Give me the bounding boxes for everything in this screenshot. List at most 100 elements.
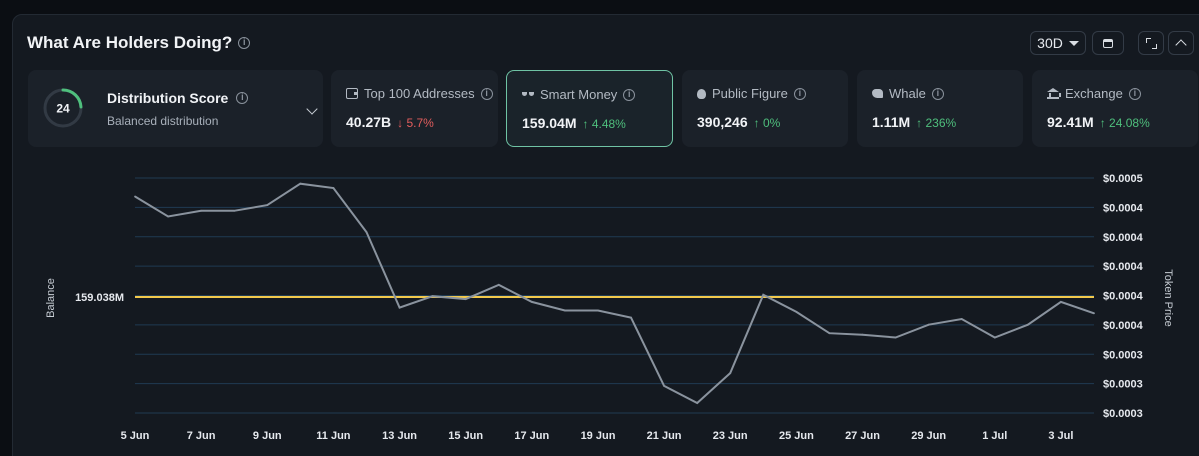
x-axis-ticks: 5 Jun 7 Jun 9 Jun 11 Jun 13 Jun 15 Jun 17 Jun 1… (121, 430, 1074, 442)
category-label: Smart Money (522, 87, 636, 102)
category-value: 92.41M ↑ 24.08% (1047, 114, 1150, 130)
info-icon[interactable] (793, 87, 806, 100)
info-icon[interactable] (480, 87, 493, 100)
distribution-score-card[interactable]: 24 Distribution Score Balanced distribut… (28, 70, 323, 147)
info-icon[interactable] (238, 37, 251, 49)
data-point (960, 318, 963, 320)
category-label-text: Public Figure (712, 86, 788, 101)
fullscreen-button[interactable] (1138, 31, 1164, 55)
time-range-select[interactable]: 30D (1030, 31, 1086, 55)
right-tick-label: $0.0004 (1103, 291, 1144, 303)
category-value-text: 40.27B (346, 114, 392, 130)
x-tick-label: 29 Jun (911, 430, 946, 442)
info-icon[interactable] (236, 92, 249, 104)
left-axis-label: Balance (45, 278, 57, 318)
data-point (729, 372, 732, 374)
right-axis-label: Token Price (1162, 269, 1174, 326)
data-point (299, 182, 302, 185)
data-point (696, 402, 699, 404)
data-point (530, 301, 533, 303)
right-tick-label: $0.0004 (1103, 232, 1144, 244)
data-point (795, 311, 798, 313)
x-tick-label: 1 Jul (982, 430, 1007, 442)
data-point (464, 298, 467, 300)
chart-grid (135, 177, 1094, 414)
change-indicator: ↑ 0% (753, 116, 781, 130)
category-label: Top 100 Addresses (346, 86, 493, 101)
category-value-text: 390,246 (697, 114, 748, 130)
distribution-title-text: Distribution Score (107, 90, 229, 106)
change-text: 24.08% (1109, 116, 1150, 130)
info-icon[interactable] (1128, 87, 1141, 100)
category-label-text: Top 100 Addresses (364, 86, 475, 101)
data-point (828, 332, 831, 335)
change-text: 4.48% (591, 117, 626, 131)
category-label: Exchange (1047, 86, 1141, 101)
score-ring-progress (43, 88, 83, 128)
data-point (663, 385, 665, 387)
category-value: 159.04M ↑ 4.48% (522, 115, 626, 131)
data-point (993, 336, 996, 339)
category-card-exchange[interactable]: Exchange 92.41M ↑ 24.08% (1032, 70, 1198, 147)
x-tick-label: 9 Jun (253, 430, 282, 442)
data-point (1060, 301, 1062, 303)
x-tick-label: 15 Jun (448, 430, 483, 442)
data-point (861, 333, 864, 336)
data-point (398, 306, 401, 309)
category-value-text: 92.41M (1047, 114, 1094, 130)
data-point (497, 283, 500, 286)
x-tick-label: 3 Jul (1048, 430, 1073, 442)
x-tick-label: 7 Jun (187, 430, 216, 442)
data-point (266, 204, 269, 207)
x-tick-label: 17 Jun (514, 430, 549, 442)
whale-icon (872, 89, 883, 98)
distribution-subtitle: Balanced distribution (107, 114, 219, 128)
category-card-public-figure[interactable]: Public Figure 390,246 ↑ 0% (682, 70, 848, 147)
category-label-text: Smart Money (540, 87, 618, 102)
right-tick-label: $0.0004 (1103, 320, 1144, 332)
info-icon[interactable] (623, 88, 636, 101)
category-label: Public Figure (697, 86, 806, 101)
x-tick-label: 19 Jun (581, 430, 616, 442)
score-value: 24 (56, 102, 70, 116)
data-point (134, 195, 136, 198)
category-value-text: 1.11M (872, 114, 911, 130)
x-tick-label: 5 Jun (121, 430, 150, 442)
x-tick-label: 11 Jun (316, 430, 351, 442)
data-point (597, 309, 599, 312)
holders-panel: What Are Holders Doing? 30D 24 Distribut… (12, 14, 1199, 456)
change-indicator: ↑ 236% (916, 116, 957, 130)
distribution-title: Distribution Score (107, 90, 249, 106)
x-tick-label: 25 Jun (779, 430, 814, 442)
panel-title-text: What Are Holders Doing? (27, 33, 233, 52)
expand-icon (1145, 37, 1157, 49)
collapse-button[interactable] (1168, 31, 1194, 55)
info-icon[interactable] (931, 87, 944, 100)
data-point (564, 309, 566, 312)
x-tick-label: 21 Jun (647, 430, 682, 442)
category-label-text: Whale (889, 86, 926, 101)
category-card-smart-money[interactable]: Smart Money 159.04M ↑ 4.48% (506, 70, 673, 147)
wallet-icon (346, 88, 358, 99)
caret-down-icon (1068, 40, 1079, 46)
change-indicator: ↑ 4.48% (582, 117, 626, 131)
x-tick-label: 23 Jun (713, 430, 748, 442)
data-point (200, 209, 203, 212)
category-card-top100[interactable]: Top 100 Addresses 40.27B ↓ 5.7% (331, 70, 498, 147)
category-value: 1.11M ↑ 236% (872, 114, 956, 130)
category-card-whale[interactable]: Whale 1.11M ↑ 236% (857, 70, 1023, 147)
data-point (332, 187, 335, 189)
right-tick-label: $0.0003 (1103, 408, 1143, 420)
glasses-icon (522, 89, 534, 100)
data-point (630, 316, 632, 319)
time-range-value: 30D (1037, 35, 1063, 51)
change-indicator: ↑ 24.08% (1099, 116, 1150, 130)
x-tick-label: 27 Jun (845, 430, 880, 442)
bank-icon (1047, 88, 1061, 99)
data-point (167, 215, 170, 218)
right-tick-label: $0.0004 (1103, 202, 1144, 214)
change-text: 0% (762, 116, 781, 130)
category-label-text: Exchange (1065, 86, 1123, 101)
calendar-button[interactable] (1092, 31, 1124, 55)
category-value-text: 159.04M (522, 115, 577, 131)
